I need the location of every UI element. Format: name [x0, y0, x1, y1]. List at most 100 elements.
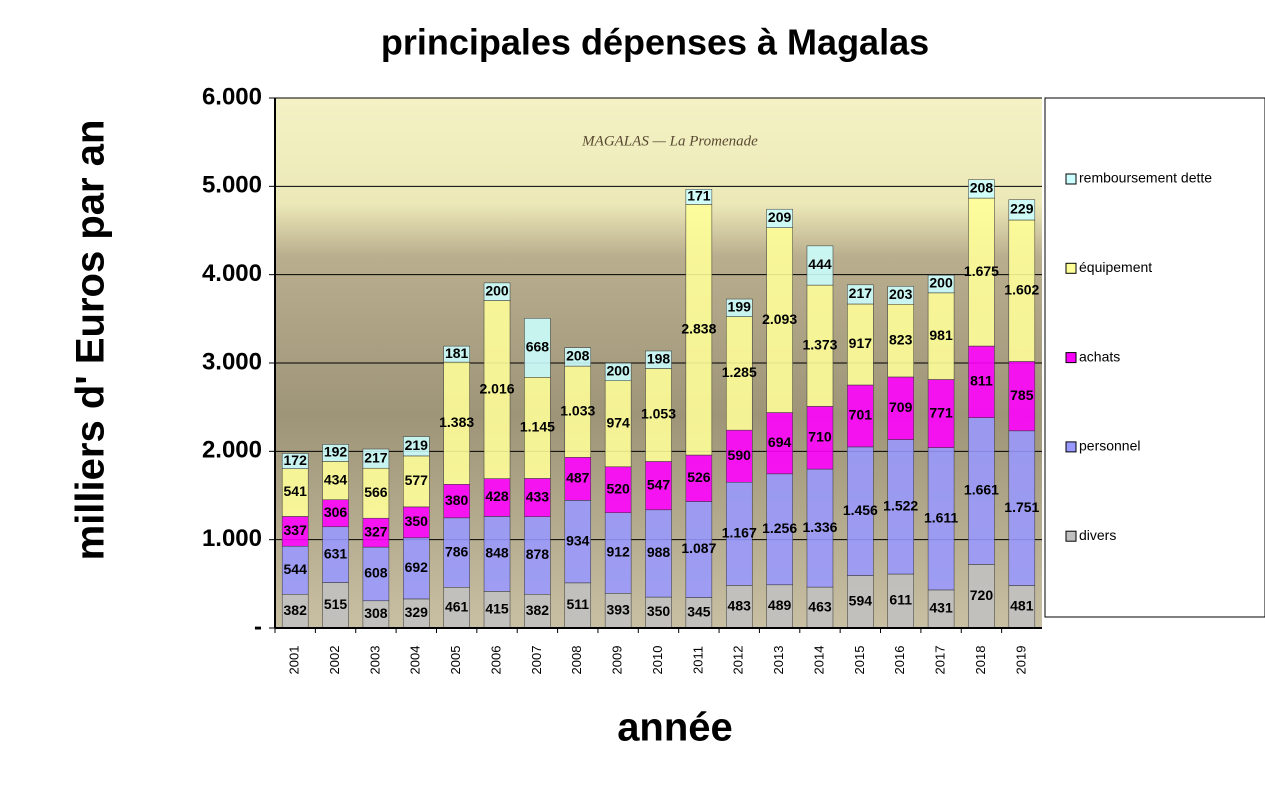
x-tick-label: 2005	[448, 646, 463, 675]
bar-segment	[806, 284, 834, 407]
legend-label: équipement	[1079, 259, 1152, 275]
data-label: 544	[284, 561, 308, 577]
data-label: 848	[485, 545, 509, 561]
bar-segment	[281, 545, 309, 595]
data-label: 917	[849, 335, 873, 351]
bar-segment	[685, 454, 713, 502]
data-label: 2.093	[762, 311, 797, 327]
bar-segment	[887, 304, 914, 378]
data-label: 461	[445, 598, 469, 614]
y-tick-label: -	[254, 613, 262, 640]
bar-segment	[685, 204, 713, 456]
data-label: 1.053	[641, 406, 676, 422]
data-label: 611	[889, 592, 912, 608]
data-label: 701	[849, 407, 873, 423]
bar-segment	[847, 384, 874, 448]
bar-segment	[806, 245, 834, 286]
x-tick-label: 2014	[811, 646, 826, 675]
data-label: 1.383	[439, 414, 474, 430]
bar-segment	[725, 298, 753, 317]
bar-segment	[443, 484, 470, 519]
bar-segment	[685, 188, 713, 205]
data-label: 393	[606, 601, 630, 617]
bar-segment	[403, 455, 430, 508]
data-label: 172	[284, 452, 308, 468]
data-label: 181	[445, 345, 469, 361]
data-label: 1.456	[843, 502, 878, 518]
data-label: 515	[324, 596, 348, 612]
data-label: 483	[728, 597, 752, 613]
data-label: 577	[405, 472, 429, 488]
data-label: 308	[364, 605, 388, 621]
bar-segment	[564, 500, 592, 584]
bar-segment	[403, 537, 430, 600]
data-label: 1.256	[762, 520, 797, 536]
bar-segment	[847, 446, 874, 576]
y-tick-label: 5.000	[202, 172, 262, 199]
y-tick-label: 2.000	[202, 437, 262, 464]
data-label: 823	[889, 331, 913, 347]
legend-swatch	[1065, 530, 1077, 542]
data-label: 1.033	[560, 402, 595, 418]
bar-segment	[1008, 361, 1036, 432]
data-label: 337	[284, 522, 308, 538]
bar-segment	[322, 582, 349, 629]
legend	[1044, 97, 1265, 618]
bar-segment	[927, 292, 955, 380]
x-tick-label: 2018	[973, 646, 988, 675]
bar-segment	[766, 473, 793, 586]
data-label: 208	[566, 348, 590, 364]
data-label: 208	[970, 180, 994, 196]
x-tick-label: 2009	[610, 646, 625, 675]
data-label: 434	[324, 471, 348, 487]
data-label: 198	[647, 350, 671, 366]
data-label: 219	[405, 437, 429, 453]
bar-segment	[322, 444, 349, 462]
chart-title: principales dépenses à Magalas	[381, 22, 929, 63]
bar-segment	[968, 564, 995, 629]
data-label: 934	[566, 532, 590, 548]
bar-segment	[281, 453, 309, 469]
bar-segment	[362, 546, 390, 602]
data-label: 1.167	[722, 524, 757, 540]
data-label: 1.675	[964, 263, 999, 279]
x-tick-label: 2012	[731, 646, 746, 675]
data-label: 1.373	[802, 336, 837, 352]
data-label: 382	[284, 602, 308, 618]
data-label: 192	[324, 444, 348, 460]
bar-segment	[725, 316, 753, 431]
bar-segment	[645, 368, 672, 462]
data-label: 428	[485, 488, 509, 504]
data-label: 988	[647, 544, 671, 560]
data-label: 171	[687, 188, 711, 204]
data-label: 771	[929, 404, 953, 420]
bar-segment	[483, 300, 511, 479]
data-label: 547	[647, 476, 671, 492]
data-label: 487	[566, 470, 590, 486]
data-label: 350	[647, 603, 671, 619]
data-label: 345	[687, 603, 711, 619]
data-label: 811	[970, 373, 993, 389]
x-tick-label: 2008	[569, 646, 584, 675]
bar-segment	[443, 517, 470, 588]
background-caption: MAGALAS — La Promenade	[581, 133, 758, 149]
bar-segment	[887, 439, 914, 575]
data-label: 431	[929, 600, 953, 616]
data-label: 566	[364, 484, 388, 500]
bar-segment	[766, 227, 793, 413]
data-label: 694	[768, 434, 792, 450]
bar-segment	[927, 379, 955, 448]
bar-segment	[847, 284, 874, 305]
bar-segment	[725, 429, 753, 483]
data-label: 541	[284, 483, 308, 499]
data-label: 1.611	[924, 509, 958, 525]
bar-segment	[281, 516, 309, 547]
bar-segment	[968, 197, 995, 347]
data-label: 1.522	[883, 498, 918, 514]
bar-segment	[281, 468, 309, 517]
data-label: 1.602	[1004, 281, 1039, 297]
bar-segment	[887, 573, 914, 629]
bar-segment	[766, 208, 793, 228]
data-label: 199	[728, 299, 752, 315]
x-tick-label: 2015	[852, 646, 867, 675]
